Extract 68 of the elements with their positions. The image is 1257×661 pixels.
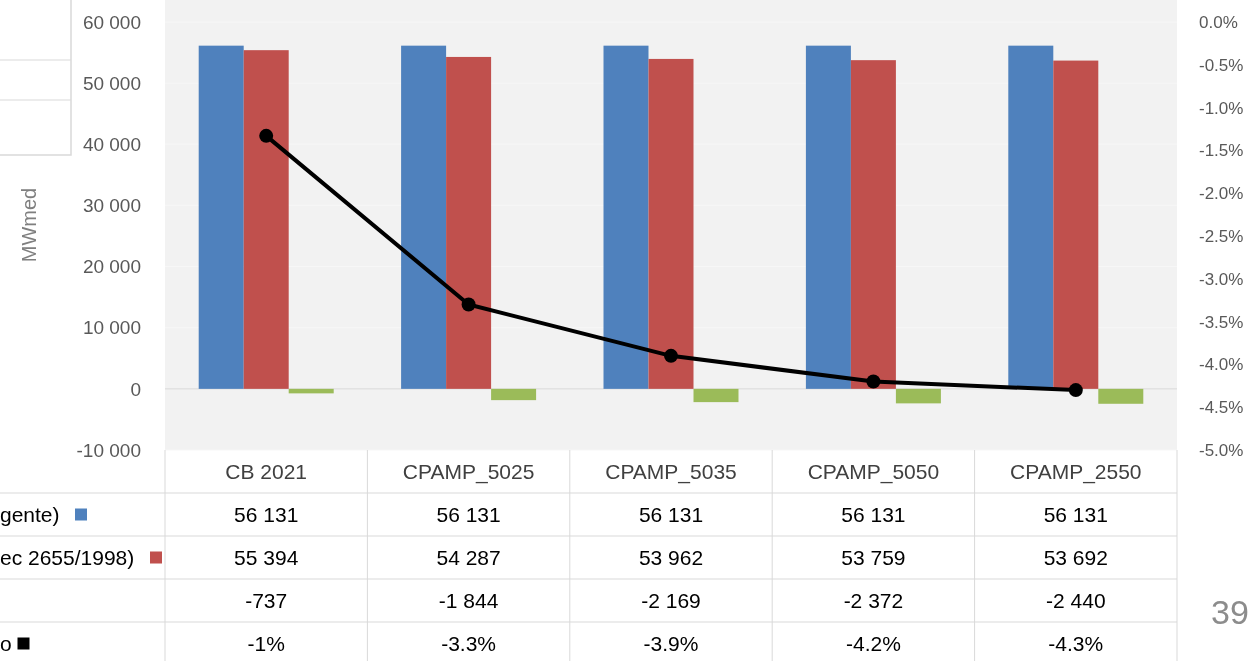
data-label: 53 692: [1043, 545, 1108, 569]
point: [259, 128, 274, 143]
bar: [603, 45, 649, 389]
y-tick-label: 30 000: [82, 195, 141, 217]
x-tick-label: CPAMP_2550: [1010, 459, 1142, 484]
data-label: 54 287: [436, 545, 501, 569]
x-tick-label: CPAMP_5025: [402, 459, 535, 484]
legend-label: gente): [0, 502, 60, 526]
y-tick-label: 50 000: [82, 72, 141, 94]
data-label: -3.3%: [441, 631, 497, 655]
y-tick-label: 60 000: [82, 11, 141, 33]
point: [866, 374, 881, 389]
bar: [1053, 60, 1099, 389]
y2-tick-label: -1.0%: [1199, 98, 1244, 118]
y2-tick-label: -2.5%: [1199, 226, 1244, 246]
data-label: 56 131: [638, 502, 704, 526]
y-axis-title: MWmed: [18, 187, 40, 263]
y2-tick-label: -1.5%: [1199, 141, 1244, 161]
point: [664, 348, 678, 363]
y-tick-label: 10 000: [82, 317, 141, 339]
y2-tick-label: -2.0%: [1199, 184, 1244, 204]
y2-tick-label: -3.5%: [1199, 312, 1244, 332]
legend-label: o: [0, 631, 12, 655]
bar: [243, 50, 289, 389]
data-label: 56 131: [234, 502, 299, 526]
y2-tick-label: -3.0%: [1199, 269, 1244, 289]
y-tick-label: 0: [130, 378, 141, 400]
data-label: -4.3%: [1048, 631, 1104, 655]
data-label: -737: [245, 588, 288, 612]
bar: [1008, 45, 1054, 389]
bar: [1098, 388, 1144, 404]
data-label: -4.2%: [845, 631, 901, 655]
data-label: 53 759: [841, 545, 906, 569]
bar: [805, 45, 851, 389]
y2-tick-label: -4.5%: [1199, 398, 1244, 418]
y-tick-label: 20 000: [82, 256, 141, 278]
data-label: 55 394: [234, 545, 299, 569]
point: [1068, 383, 1083, 398]
bar: [401, 45, 447, 389]
bar: [895, 388, 941, 404]
y-tick-label: -10 000: [76, 439, 141, 461]
x-tick-label: CPAMP_5050: [807, 459, 940, 484]
x-tick-label: CPAMP_5035: [605, 459, 737, 484]
data-label: -1 844: [438, 588, 499, 612]
data-label: 56 131: [841, 502, 906, 526]
data-label: -2 440: [1046, 588, 1106, 612]
point: [461, 297, 476, 312]
bar: [850, 60, 896, 389]
data-label: -1%: [247, 631, 285, 655]
text: 39: [1211, 592, 1249, 631]
legend-label: ec 2655/1998): [0, 545, 135, 569]
y-tick-label: 40 000: [82, 133, 141, 155]
bar: [693, 388, 739, 403]
x-tick-label: CB 2021: [225, 459, 308, 483]
bar: [198, 45, 244, 389]
bar: [446, 56, 492, 389]
y2-tick-label: 0.0%: [1199, 12, 1238, 32]
data-label: 56 131: [436, 502, 501, 526]
data-label: -2 169: [641, 588, 701, 612]
data-label: -2 372: [843, 588, 904, 612]
data-label: 56 131: [1043, 502, 1108, 526]
bar: [491, 388, 537, 401]
bar: [648, 58, 694, 389]
y2-tick-label: -0.5%: [1199, 55, 1244, 75]
y2-tick-label: -5.0%: [1199, 440, 1244, 460]
y2-tick-label: -4.0%: [1199, 355, 1244, 375]
data-label: 53 962: [638, 545, 704, 569]
data-label: -3.9%: [643, 631, 699, 655]
